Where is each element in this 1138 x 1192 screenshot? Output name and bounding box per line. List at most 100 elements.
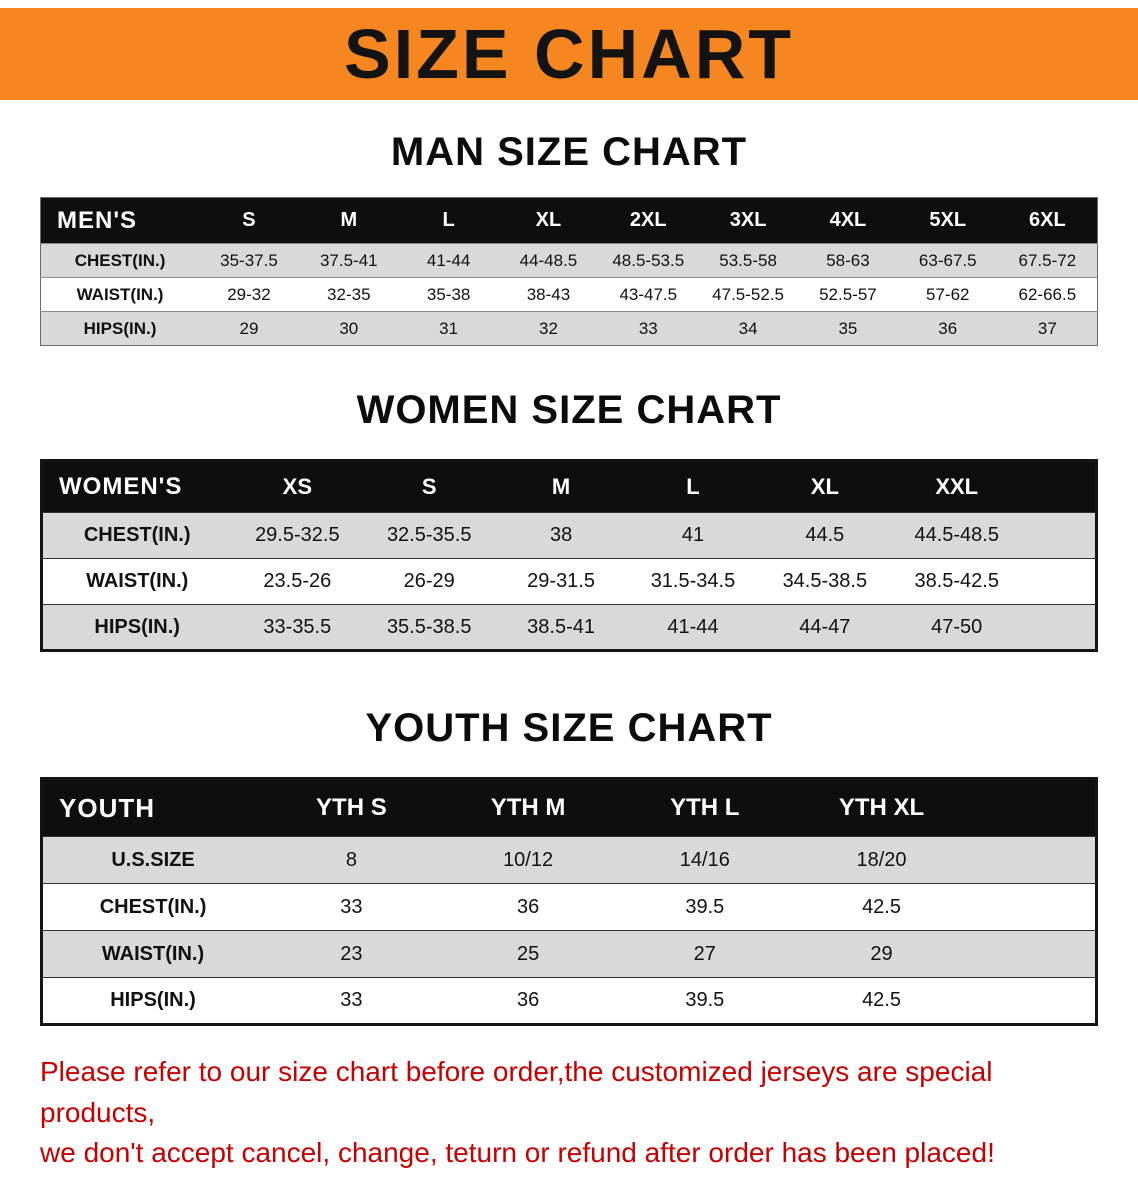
value-cell: 29-31.5 <box>527 570 595 592</box>
value-cell: 23.5-26 <box>263 570 332 592</box>
size-column-header: XL <box>758 460 891 513</box>
value-cell: 29-32 <box>227 284 271 304</box>
header-row: WOMEN'S XS S M L XL XXL <box>41 460 1097 513</box>
row-label: WAIST(IN.) <box>86 570 189 592</box>
value-cell: 34.5-38.5 <box>782 570 868 592</box>
row-label: HIPS(IN.) <box>94 615 180 638</box>
title-banner: SIZE CHART <box>0 8 1138 100</box>
size-column-header: YTH M <box>439 778 617 837</box>
measure-row: CHEST(IN.) 35-37.5 37.5-41 41-44 44-48.5 48.5… <box>40 243 1098 278</box>
table-title: YOUTH <box>41 778 264 837</box>
value-cell: 42.5 <box>862 895 901 918</box>
size-column-header: XXL <box>890 460 1023 513</box>
value-cell: 38-43 <box>526 284 571 304</box>
value-cell: 29 <box>870 942 893 965</box>
row-label: WAIST(IN.) <box>101 942 205 965</box>
value-cell: 39.5 <box>685 895 725 918</box>
spacer <box>970 978 1097 1025</box>
value-cell: 32.5-35.5 <box>386 524 472 546</box>
value-cell: 27 <box>693 942 716 965</box>
row-label: WAIST(IN.) <box>76 284 164 304</box>
table-title: MEN'S <box>40 197 200 244</box>
disclaimer: Please refer to our size chart before or… <box>40 1052 1098 1174</box>
value-cell: 44-47 <box>799 615 851 638</box>
value-cell: 42.5 <box>862 989 901 1011</box>
size-column-header: S <box>199 197 299 244</box>
value-cell: 47.5-52.5 <box>712 284 785 304</box>
value-cell: 41-44 <box>426 250 471 270</box>
measure-row: HIPS(IN.) 33-35.5 35.5-38.5 38.5-41 41-44 44-… <box>41 604 1097 651</box>
measure-row: WAIST(IN.) 29-32 32-35 35-38 38-43 43-47.5 47.… <box>40 277 1098 312</box>
spacer <box>970 931 1097 978</box>
spacer <box>970 837 1097 884</box>
value-cell: 44-48.5 <box>519 250 578 270</box>
value-cell: 41-44 <box>667 615 719 638</box>
spacer <box>1023 513 1097 559</box>
row-label: HIPS(IN.) <box>83 318 157 338</box>
measure-row: WAIST(IN.) 23.5-26 26-29 29-31.5 31.5-34.5 34… <box>41 558 1097 605</box>
measure-row: CHEST(IN.) 29.5-32.5 32.5-35.5 38 41 44.5 44.5… <box>41 512 1097 559</box>
value-cell: 36 <box>516 895 540 918</box>
table-title: WOMEN'S <box>41 460 232 513</box>
value-cell: 33-35.5 <box>263 615 332 638</box>
value-cell: 43-47.5 <box>619 284 678 304</box>
value-cell: 35.5-38.5 <box>386 615 472 638</box>
size-column-header: XS <box>231 460 364 513</box>
value-cell: 38.5-42.5 <box>914 570 999 592</box>
youth-section: YOUTH SIZE CHART YOUTH YTH S YTH M YTH L YTH… <box>0 706 1138 1026</box>
value-cell: 31 <box>439 318 459 338</box>
youth-section-heading: YOUTH SIZE CHART <box>365 706 773 750</box>
size-column-header: M <box>495 460 628 513</box>
value-cell: 31.5-34.5 <box>650 570 736 592</box>
size-column-header: M <box>298 197 399 244</box>
value-cell: 35-38 <box>426 284 471 304</box>
size-column-header: 6XL <box>997 197 1098 244</box>
measure-row: U.S.SIZE 8 10/12 14/16 18/20 <box>41 836 1097 884</box>
row-label: HIPS(IN.) <box>110 989 196 1011</box>
value-cell: 58-63 <box>826 250 870 270</box>
spacer <box>1022 460 1097 513</box>
value-cell: 47-50 <box>931 615 983 638</box>
value-cell: 38 <box>549 524 573 546</box>
value-cell: 37 <box>1037 318 1057 338</box>
spacer <box>1023 559 1097 605</box>
value-cell: 39.5 <box>685 989 725 1011</box>
row-label: CHEST(IN.) <box>74 250 166 270</box>
measure-row: HIPS(IN.) 33 36 39.5 42.5 <box>41 977 1097 1025</box>
value-cell: 8 <box>345 848 357 871</box>
value-cell: 36 <box>938 318 958 338</box>
value-cell: 33 <box>638 318 658 338</box>
value-cell: 36 <box>516 989 540 1011</box>
row-label: CHEST(IN.) <box>83 524 191 546</box>
value-cell: 38.5-41 <box>527 615 595 638</box>
header-row: YOUTH YTH S YTH M YTH L YTH XL <box>41 778 1097 837</box>
value-cell: 32-35 <box>327 284 371 304</box>
value-cell: 63-67.5 <box>918 250 977 270</box>
value-cell: 33 <box>340 989 363 1011</box>
value-cell: 29 <box>239 318 259 338</box>
size-column-header: L <box>398 197 499 244</box>
value-cell: 26-29 <box>403 570 455 592</box>
value-cell: 62-66.5 <box>1018 284 1077 304</box>
men-section: MAN SIZE CHART MEN'S S M L XL 2XL 3XL 4XL 5XL 6XL… <box>0 130 1138 346</box>
men-size-table: MEN'S S M L XL 2XL 3XL 4XL 5XL 6XL CHEST(IN.) 35-37… <box>40 197 1098 346</box>
value-cell: 37.5-41 <box>319 250 378 270</box>
size-column-header: YTH S <box>263 778 440 837</box>
value-cell: 23 <box>340 942 363 965</box>
measure-row: WAIST(IN.) 23 25 27 29 <box>41 930 1097 978</box>
page-title: SIZE CHART <box>344 15 794 93</box>
value-cell: 48.5-53.5 <box>612 250 685 270</box>
value-cell: 53.5-58 <box>719 250 777 270</box>
size-column-header: 3XL <box>698 197 799 244</box>
value-cell: 14/16 <box>679 848 730 871</box>
women-size-table: WOMEN'S XS S M L XL XXL CHEST(IN.) 29.5-32.5 32.5… <box>40 459 1098 652</box>
size-column-header: L <box>627 460 759 513</box>
value-cell: 32 <box>538 318 558 338</box>
value-cell: 44.5 <box>805 524 845 546</box>
value-cell: 34 <box>738 318 758 338</box>
header-row: MEN'S S M L XL 2XL 3XL 4XL 5XL 6XL <box>40 197 1098 244</box>
value-cell: 18/20 <box>856 848 907 871</box>
value-cell: 25 <box>516 942 540 965</box>
size-column-header: XL <box>498 197 599 244</box>
